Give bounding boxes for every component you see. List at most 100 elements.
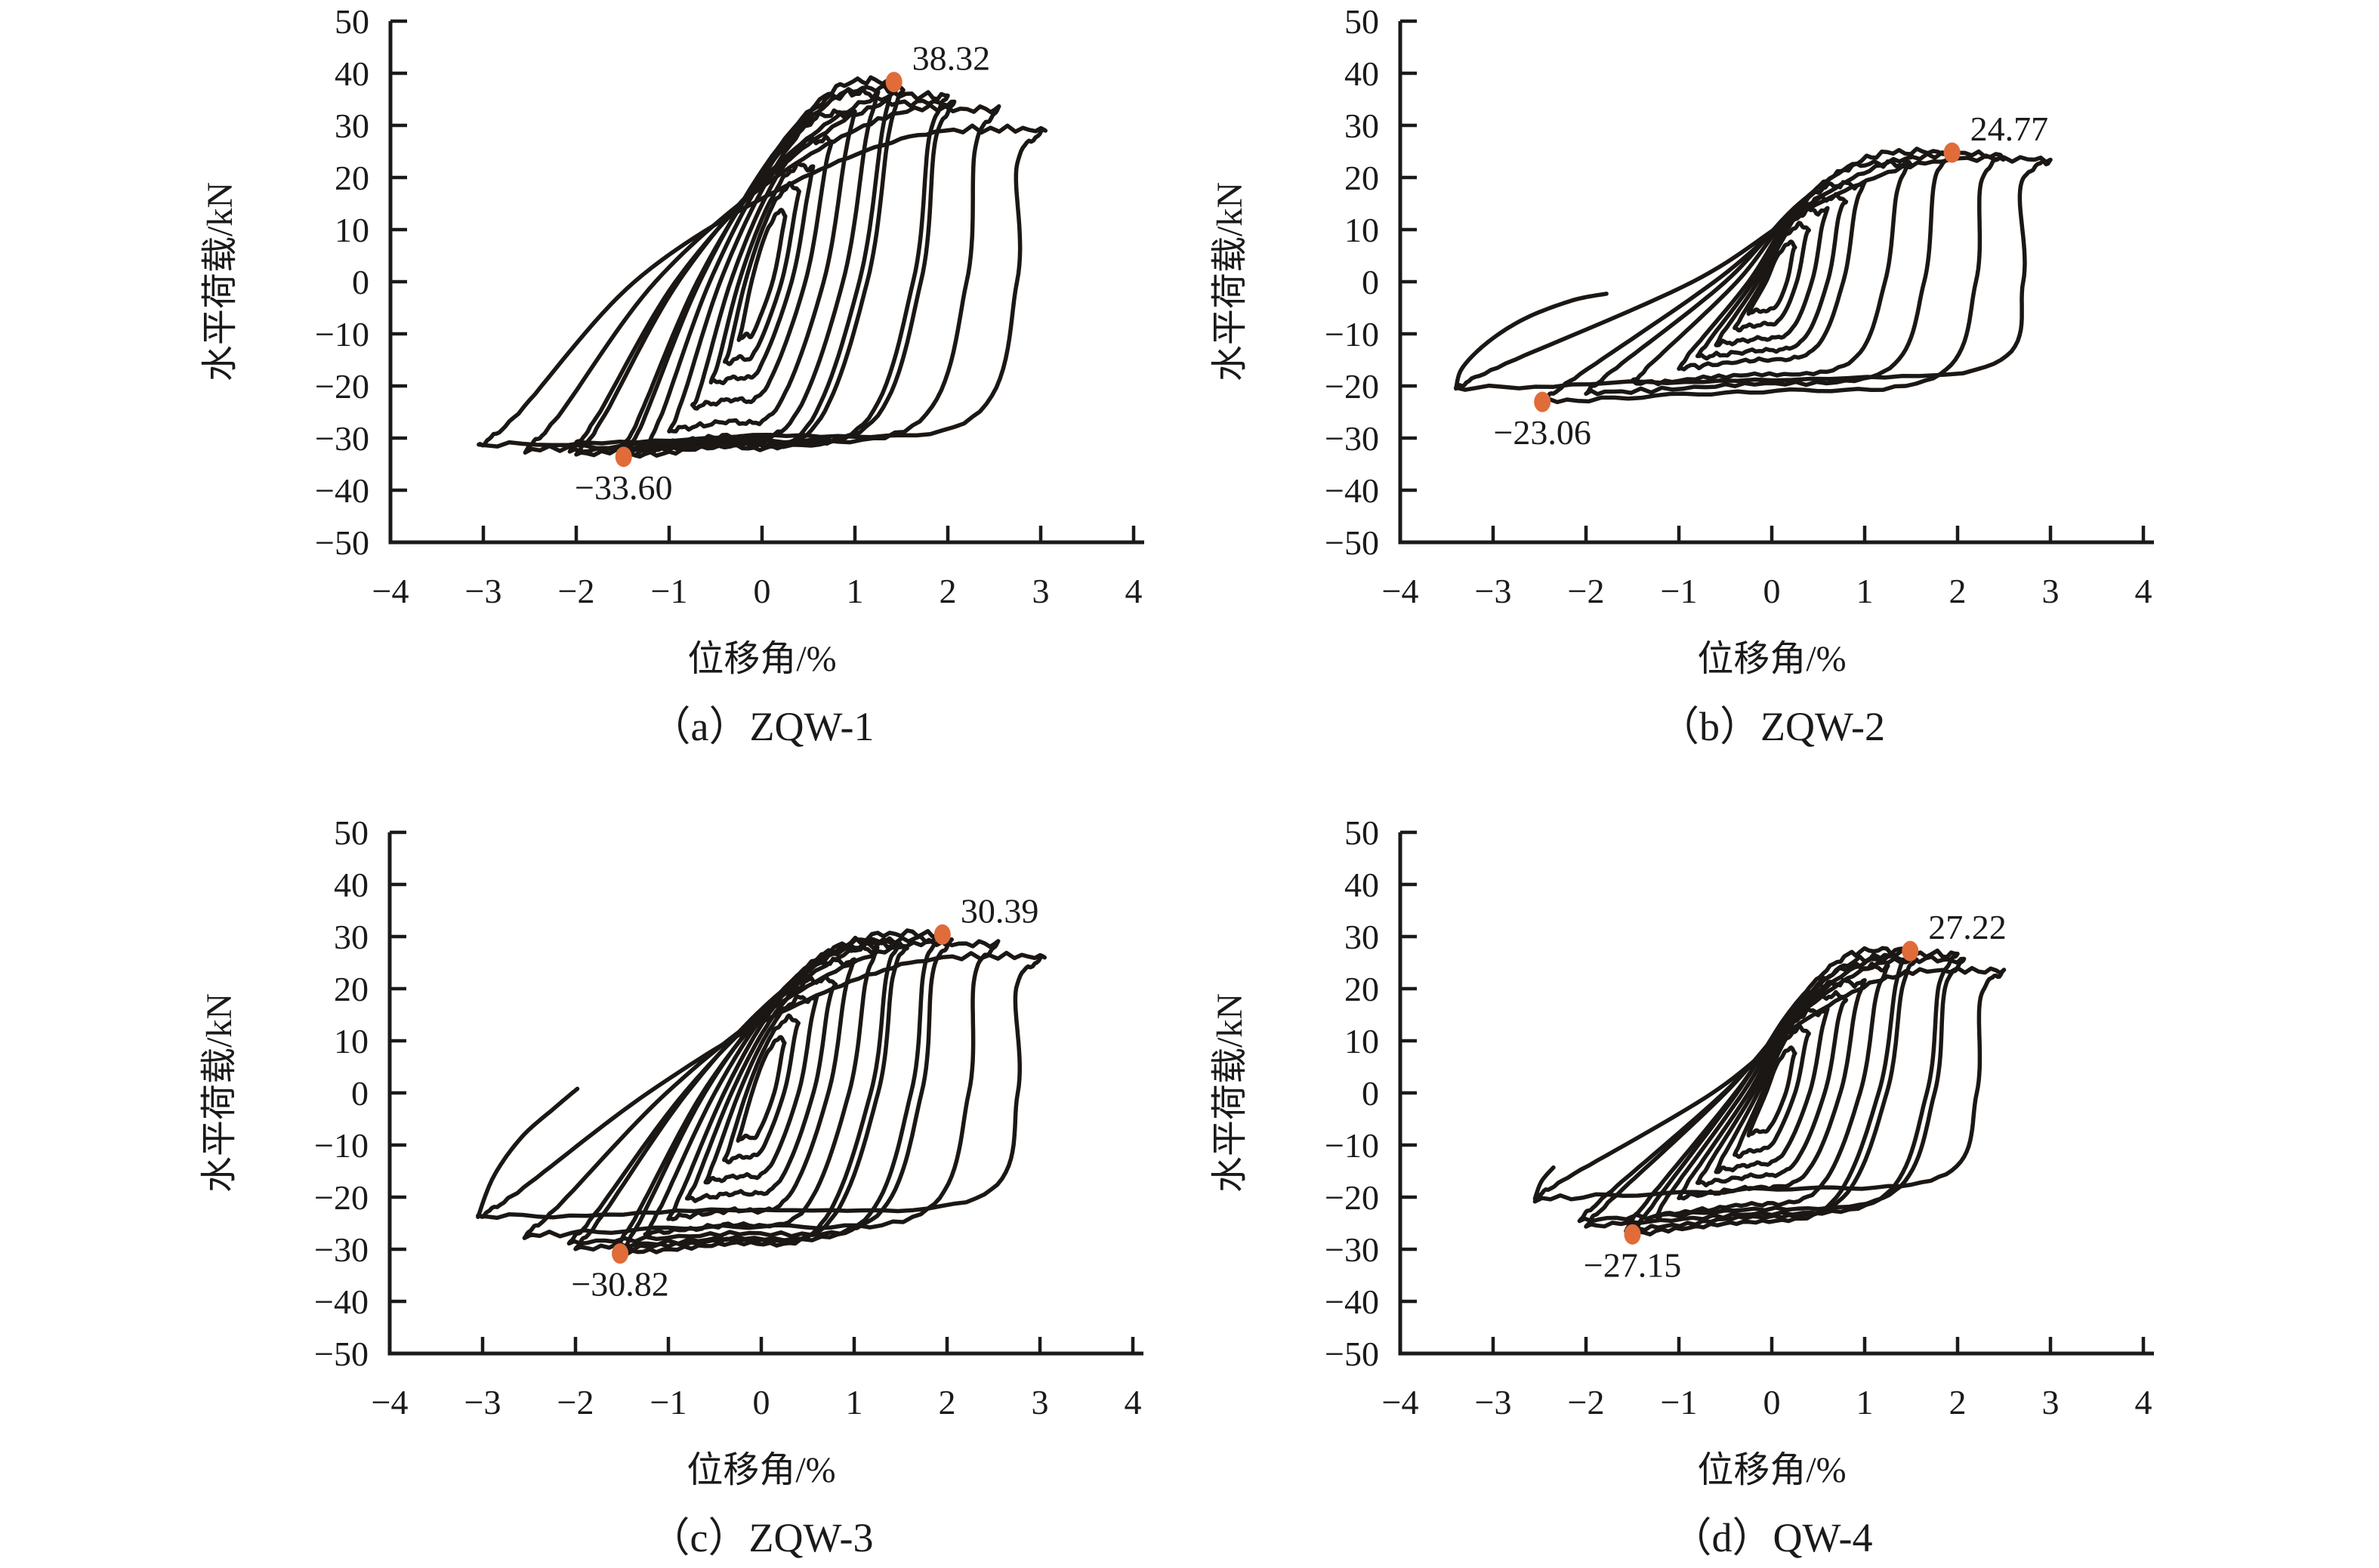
peak-value-label: 27.22 — [1928, 908, 2007, 946]
y-tick-label: 0 — [351, 1074, 369, 1113]
hysteresis-loop — [1584, 948, 1960, 1229]
y-tick-label: −30 — [314, 1230, 369, 1269]
x-tick-label: −2 — [557, 1383, 594, 1421]
subplot-caption: （c）ZQW-3 — [650, 1515, 874, 1560]
x-tick-label: −2 — [1568, 1383, 1605, 1421]
peak-value-label: −33.60 — [575, 468, 672, 507]
peak-marker — [1902, 940, 1919, 961]
y-tick-label: −40 — [1325, 471, 1379, 510]
hysteresis-loop — [722, 1013, 801, 1165]
hysteresis-loop — [1746, 1045, 1797, 1138]
hysteresis-loop — [566, 934, 954, 1246]
y-tick-label: 0 — [352, 263, 369, 301]
x-tick-label: −4 — [1382, 572, 1419, 610]
x-tick-label: 1 — [847, 572, 864, 610]
x-tick-label: −4 — [372, 572, 409, 610]
peak-value-label: −23.06 — [1493, 413, 1591, 452]
loading-tail — [1532, 1165, 1556, 1201]
hysteresis-loop — [574, 90, 950, 458]
y-tick-label: 0 — [1362, 263, 1379, 301]
peak-value-label: 38.32 — [912, 39, 991, 78]
y-tick-label: −40 — [314, 1282, 369, 1321]
x-tick-label: 3 — [1032, 1383, 1049, 1421]
hysteresis-loop — [1577, 954, 1967, 1224]
hysteresis-loop — [1454, 153, 2053, 392]
x-tick-label: −1 — [650, 1383, 687, 1421]
hysteresis-loop — [1677, 977, 1867, 1201]
x-tick-label: −4 — [1382, 1383, 1419, 1421]
hysteresis-loop — [736, 208, 788, 342]
x-axis-title: 位移角/% — [687, 1450, 835, 1490]
loading-tail — [476, 1086, 580, 1219]
y-tick-label: 30 — [334, 918, 369, 956]
hysteresis-loop — [523, 103, 1001, 455]
y-tick-label: 50 — [1344, 813, 1379, 852]
peak-marker — [885, 72, 903, 93]
y-tick-label: −10 — [1325, 1126, 1379, 1165]
y-tick-label: 30 — [1344, 106, 1379, 145]
y-tick-label: −10 — [315, 315, 369, 353]
hysteresis-loop — [1695, 192, 1849, 361]
y-axis-title: 水平荷载/kN — [200, 182, 240, 381]
x-tick-label: 2 — [939, 1383, 956, 1421]
hysteresis-loop — [723, 181, 801, 366]
y-tick-label: 10 — [1344, 211, 1379, 249]
x-tick-label: 0 — [753, 1383, 770, 1421]
y-tick-label: −30 — [1325, 1230, 1379, 1269]
x-tick-label: 4 — [1125, 1383, 1142, 1421]
peak-marker — [1943, 142, 1961, 163]
y-tick-label: −30 — [1325, 419, 1379, 458]
subplot-caption: （b）ZQW-2 — [1659, 704, 1885, 749]
x-tick-label: −1 — [1661, 1383, 1698, 1421]
y-tick-label: 10 — [335, 211, 369, 249]
subplot-caption: （a）ZQW-1 — [650, 704, 875, 749]
y-tick-label: −50 — [1325, 523, 1379, 562]
x-tick-label: −3 — [1475, 1383, 1512, 1421]
x-tick-label: 3 — [2042, 572, 2060, 610]
y-tick-label: 10 — [1344, 1022, 1379, 1060]
x-tick-label: 3 — [2042, 1383, 2060, 1421]
y-tick-label: 50 — [335, 2, 369, 41]
peak-marker — [1534, 391, 1551, 412]
hysteresis-loop — [476, 950, 1047, 1221]
loading-tail — [1454, 292, 1609, 391]
x-axis-title: 位移角/% — [687, 639, 836, 679]
peak-value-label: 30.39 — [961, 891, 1039, 930]
axis-frame — [388, 21, 1144, 545]
x-tick-label: −2 — [1568, 572, 1605, 610]
y-tick-label: −40 — [1325, 1282, 1379, 1321]
y-tick-label: −50 — [315, 523, 369, 562]
x-tick-label: 4 — [1125, 572, 1143, 610]
hysteresis-loop — [1532, 965, 2007, 1204]
y-axis-title: 水平荷载/kN — [199, 993, 239, 1193]
y-tick-label: −20 — [314, 1178, 369, 1217]
x-tick-label: −3 — [464, 1383, 501, 1421]
axis-frame — [1398, 832, 2154, 1356]
y-tick-label: 20 — [334, 970, 369, 1008]
y-tick-label: −20 — [1325, 367, 1379, 406]
hysteresis-loop — [1733, 221, 1811, 333]
x-tick-label: −2 — [558, 572, 595, 610]
x-tick-label: 1 — [1856, 1383, 1874, 1421]
y-tick-label: −20 — [1325, 1178, 1379, 1217]
peak-value-label: 24.77 — [1970, 110, 2049, 148]
x-axis-title: 位移角/% — [1697, 639, 1846, 679]
x-tick-label: 2 — [1949, 1383, 1967, 1421]
y-axis-title: 水平荷载/kN — [1210, 993, 1250, 1193]
x-tick-label: −1 — [651, 572, 688, 610]
y-tick-label: 40 — [334, 866, 369, 904]
y-tick-label: 20 — [1344, 970, 1379, 1008]
hysteresis-loop — [477, 123, 1048, 449]
peak-value-label: −27.15 — [1584, 1245, 1681, 1284]
y-tick-label: −40 — [315, 471, 369, 510]
hysteresis-loop — [567, 98, 957, 454]
y-tick-label: −20 — [315, 367, 369, 406]
hysteresis-loop — [684, 974, 838, 1203]
peak-value-label: −30.82 — [571, 1265, 668, 1304]
x-tick-label: 4 — [2135, 572, 2152, 610]
x-tick-label: 0 — [754, 572, 771, 610]
